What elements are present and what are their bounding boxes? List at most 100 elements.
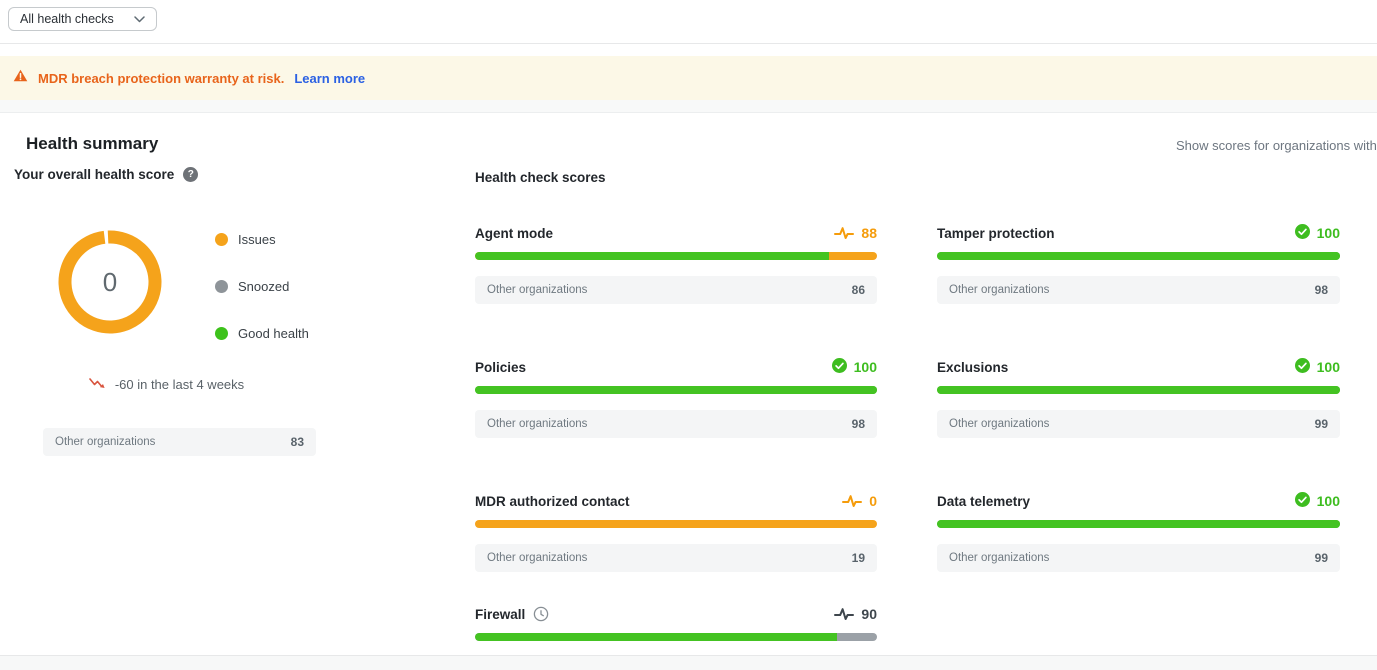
- comparison-label: Other organizations: [949, 284, 1050, 296]
- overall-score-label: Your overall health score ?: [14, 167, 199, 182]
- score-card: Agent mode 88 Other organizations 86: [475, 223, 877, 304]
- score-bar: [937, 520, 1340, 528]
- card-title: Exclusions: [937, 359, 1009, 375]
- snooze-clock-icon: [533, 606, 549, 622]
- comparison-value: 83: [290, 435, 304, 449]
- score-value: 0: [842, 493, 877, 509]
- comparison-row: Other organizations 99: [937, 410, 1340, 438]
- score-bar: [475, 252, 877, 260]
- score-bar: [937, 386, 1340, 394]
- score-card: Data telemetry 100 Other organizations 9…: [937, 491, 1340, 572]
- comparison-label: Other organizations: [487, 552, 588, 564]
- score-bar: [475, 633, 877, 641]
- snoozed-dot-icon: [215, 279, 228, 293]
- donut-legend: Issues Snoozed Good health: [215, 229, 309, 370]
- comparison-label: Other organizations: [487, 418, 588, 430]
- legend-item-good-health: Good health: [215, 323, 309, 343]
- scores-section-title: Health check scores: [475, 170, 606, 185]
- comparison-value: 99: [1314, 417, 1328, 431]
- check-circle-icon: [831, 358, 847, 376]
- score-card: MDR authorized contact 0 Other organizat…: [475, 491, 877, 572]
- comparison-label: Other organizations: [949, 552, 1050, 564]
- comparison-row: Other organizations 99: [937, 544, 1340, 572]
- score-bar-fill: [475, 252, 829, 260]
- score-value: 100: [1294, 358, 1340, 376]
- score-bar-fill: [937, 520, 1340, 528]
- comparison-label: Other organizations: [55, 436, 156, 448]
- card-title: Firewall: [475, 606, 526, 622]
- comparison-row: Other organizations 19: [475, 544, 877, 572]
- comparison-value: 98: [851, 417, 865, 431]
- pulse-icon: [834, 607, 855, 621]
- comparison-label: Other organizations: [949, 418, 1050, 430]
- score-number: 90: [861, 606, 877, 622]
- score-number: 100: [853, 359, 877, 375]
- score-number: 88: [861, 225, 877, 241]
- score-card: Exclusions 100 Other organizations 99: [937, 357, 1340, 438]
- donut-score-value: 0: [102, 266, 118, 297]
- score-bar: [475, 520, 877, 528]
- card-title: Data telemetry: [937, 493, 1031, 509]
- score-bar-fill: [475, 386, 877, 394]
- trend-down-icon: [89, 377, 107, 392]
- comparison-value: 86: [851, 283, 865, 297]
- warning-triangle-icon: [13, 69, 28, 87]
- check-circle-icon: [1294, 492, 1310, 510]
- score-value: 100: [1294, 492, 1340, 510]
- score-bar: [475, 386, 877, 394]
- card-title: Tamper protection: [937, 225, 1055, 241]
- warning-banner: MDR breach protection warranty at risk. …: [0, 56, 1377, 100]
- issues-dot-icon: [215, 232, 228, 246]
- card-title: Agent mode: [475, 225, 554, 241]
- health-checks-filter-dropdown[interactable]: All health checks: [8, 7, 157, 31]
- score-bar: [937, 252, 1340, 260]
- legend-item-snoozed: Snoozed: [215, 276, 309, 296]
- page-title: Health summary: [26, 134, 159, 153]
- score-card: Firewall 90: [475, 604, 877, 641]
- banner-message: MDR breach protection warranty at risk.: [38, 70, 285, 86]
- card-title: MDR authorized contact: [475, 493, 630, 509]
- overall-health-section: Your overall health score ? 0 Issues Sno…: [0, 167, 460, 467]
- score-number: 100: [1316, 225, 1340, 241]
- score-value: 100: [831, 358, 877, 376]
- score-number: 100: [1316, 493, 1340, 509]
- learn-more-link[interactable]: Learn more: [294, 70, 366, 86]
- score-value: 100: [1294, 224, 1340, 242]
- filter-dropdown-value: All health checks: [20, 12, 114, 26]
- comparison-row: Other organizations 98: [475, 410, 877, 438]
- legend-item-issues: Issues: [215, 229, 309, 249]
- score-bar-fill: [937, 252, 1340, 260]
- top-toolbar: All health checks: [0, 0, 1377, 44]
- pulse-icon: [834, 226, 855, 240]
- pulse-icon: [842, 494, 863, 508]
- trend-indicator: -60 in the last 4 weeks: [0, 377, 333, 392]
- health-donut-chart: 0: [58, 230, 162, 334]
- comparison-row: Other organizations 98: [937, 276, 1340, 304]
- comparison-value: 19: [851, 551, 865, 565]
- comparison-label: Other organizations: [487, 284, 588, 296]
- page-background-footer: [0, 656, 1377, 670]
- check-circle-icon: [1294, 224, 1310, 242]
- score-cards-grid: Agent mode 88 Other organizations 86 Tam…: [475, 223, 1341, 641]
- health-summary-panel: Health summary Show scores for organizat…: [0, 112, 1377, 656]
- comparison-row: Other organizations 86: [475, 276, 877, 304]
- good-health-dot-icon: [215, 326, 228, 340]
- card-title: Policies: [475, 359, 527, 375]
- trend-text: -60 in the last 4 weeks: [114, 377, 245, 392]
- scores-filter-note: Show scores for organizations with: [1176, 138, 1377, 153]
- chevron-down-icon: [134, 15, 145, 23]
- score-value: 88: [834, 225, 877, 241]
- help-icon[interactable]: ?: [183, 167, 199, 182]
- score-number: 0: [869, 493, 877, 509]
- score-bar-fill: [937, 386, 1340, 394]
- check-circle-icon: [1294, 358, 1310, 376]
- health-check-scores-section: Health check scores Agent mode 88 Other …: [475, 170, 1341, 641]
- section-divider: [0, 100, 1377, 112]
- score-value: 90: [834, 606, 877, 622]
- comparison-value: 99: [1314, 551, 1328, 565]
- comparison-value: 98: [1314, 283, 1328, 297]
- score-number: 100: [1316, 359, 1340, 375]
- score-bar-fill: [475, 633, 837, 641]
- overall-comparison-bar: Other organizations 83: [43, 428, 316, 456]
- score-card: Tamper protection 100 Other organization…: [937, 223, 1340, 304]
